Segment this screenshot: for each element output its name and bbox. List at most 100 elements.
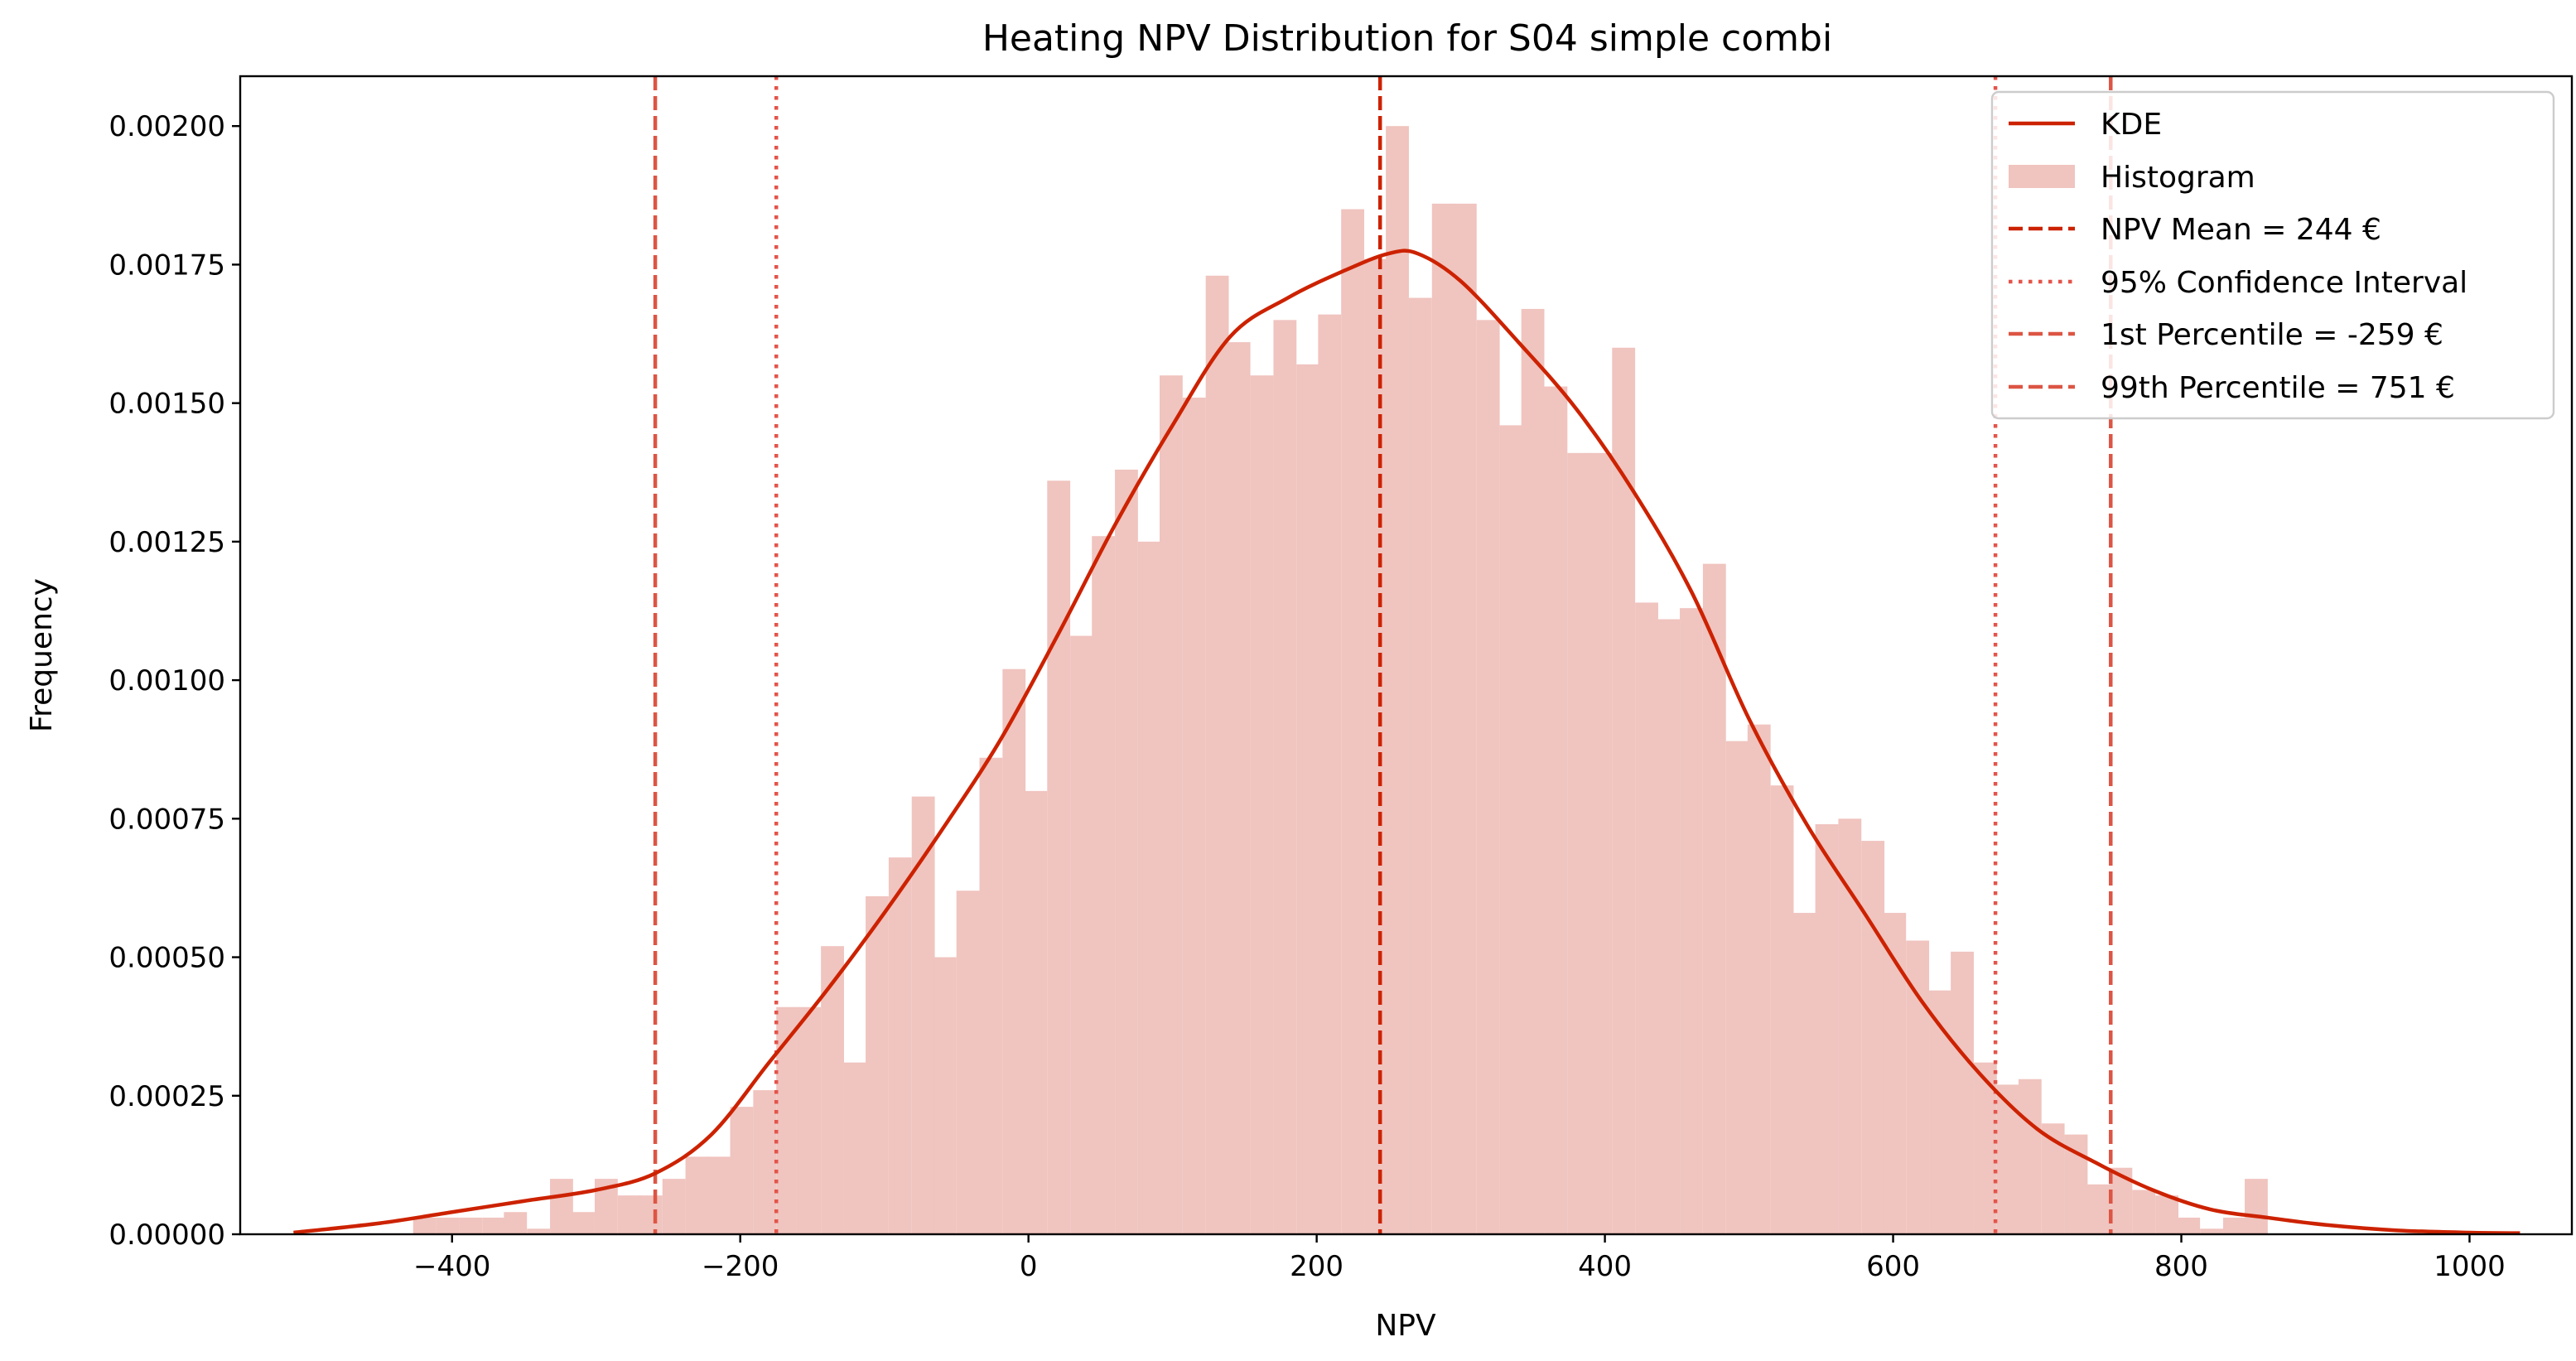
histogram-bar xyxy=(2155,1195,2179,1234)
histogram-bar xyxy=(662,1179,686,1234)
histogram-bar xyxy=(1793,913,1817,1234)
y-tick-label: 0.00075 xyxy=(109,803,225,836)
histogram-bar xyxy=(1612,347,1636,1234)
histogram-bar xyxy=(821,946,844,1234)
histogram-bar xyxy=(1250,375,1274,1235)
histogram-bar xyxy=(2177,1217,2201,1234)
histogram-bar xyxy=(1273,320,1297,1234)
histogram-bar xyxy=(956,890,980,1234)
histogram-bar xyxy=(1318,314,1342,1234)
histogram-bar xyxy=(1544,386,1568,1235)
x-tick-label: −400 xyxy=(413,1250,490,1283)
x-tick-label: 400 xyxy=(1578,1250,1632,1283)
histogram-bar xyxy=(1725,741,1749,1234)
x-tick-label: 600 xyxy=(1866,1250,1920,1283)
histogram-bar xyxy=(1951,951,1974,1234)
histogram-bar xyxy=(1657,619,1681,1234)
histogram-bar xyxy=(1883,913,1907,1234)
histogram-bar xyxy=(1296,364,1320,1235)
chart-title: Heating NPV Distribution for S04 simple … xyxy=(982,17,1832,60)
histogram-bar xyxy=(2018,1079,2042,1234)
histogram-bar xyxy=(2245,1179,2268,1234)
histogram-bar xyxy=(550,1179,573,1234)
histogram-bar xyxy=(504,1212,528,1234)
histogram-bar xyxy=(412,1217,437,1234)
legend: KDE Histogram NPV Mean = 244 € 95% Confi… xyxy=(1990,90,2555,420)
histogram-bar xyxy=(2086,1184,2110,1234)
histogram-bar xyxy=(1024,790,1048,1234)
kde-curve-layer xyxy=(293,249,2521,1235)
x-tick-label: 800 xyxy=(2154,1250,2208,1283)
histogram-bar xyxy=(798,1006,822,1234)
x-tick-label: 1000 xyxy=(2434,1250,2506,1283)
histogram-bar xyxy=(888,857,912,1234)
histogram-bar xyxy=(707,1156,731,1234)
y-tick-label: 0.00200 xyxy=(109,110,225,143)
histogram-bar xyxy=(1137,541,1161,1234)
histogram-bar xyxy=(1431,203,1455,1235)
histogram-bar xyxy=(1861,841,1885,1234)
x-tick-label: −200 xyxy=(702,1250,779,1283)
histogram-bar xyxy=(1996,1084,2020,1234)
histogram-bar xyxy=(1205,275,1229,1234)
y-tick-label: 0.00050 xyxy=(109,942,225,975)
y-tick-label: 0.00150 xyxy=(109,388,225,421)
histogram-bar xyxy=(2041,1123,2065,1234)
y-tick-label: 0.00100 xyxy=(109,664,225,697)
kde-curve xyxy=(293,249,2521,1235)
histogram-bar xyxy=(866,895,889,1234)
histogram-bar xyxy=(1364,258,1387,1234)
histogram-bar xyxy=(1227,342,1251,1234)
y-axis-ticks: 0.00000 0.00025 0.00050 0.00075 0.00100 0.001… xyxy=(109,110,240,1252)
histogram-bar xyxy=(730,1107,754,1234)
histogram-bar xyxy=(1047,480,1071,1234)
histogram-bar xyxy=(1973,1062,1997,1234)
histogram-bar xyxy=(1906,940,1930,1234)
x-axis-ticks: −400 −200 0 200 400 600 800 1000 xyxy=(413,1234,2506,1283)
legend-p99-label: 99th Percentile = 751 € xyxy=(2101,371,2455,405)
histogram-bar xyxy=(1092,536,1116,1234)
histogram-bar xyxy=(1070,635,1093,1234)
legend-histogram-label: Histogram xyxy=(2101,161,2255,195)
histogram-bars xyxy=(412,126,2268,1235)
legend-histogram-swatch xyxy=(2009,165,2075,188)
histogram-bar xyxy=(1453,203,1477,1235)
histogram-bar xyxy=(933,957,957,1234)
legend-box xyxy=(1990,90,2555,420)
histogram-bar xyxy=(2132,1190,2156,1234)
legend-kde-label: KDE xyxy=(2101,108,2162,142)
legend-mean-label: NPV Mean = 244 € xyxy=(2101,213,2381,247)
y-tick-label: 0.00025 xyxy=(109,1080,225,1113)
histogram-bar xyxy=(843,1062,867,1234)
histogram-bar xyxy=(617,1195,641,1234)
histogram-bar xyxy=(482,1217,506,1234)
histogram-bar xyxy=(1635,602,1658,1234)
legend-p1-label: 1st Percentile = -259 € xyxy=(2101,318,2443,352)
y-tick-label: 0.00000 xyxy=(109,1219,225,1252)
histogram-bar xyxy=(1386,126,1409,1235)
histogram-bar xyxy=(572,1212,595,1234)
x-axis-label: NPV xyxy=(1375,1309,1436,1343)
histogram-bar xyxy=(911,796,935,1234)
histogram-bar xyxy=(1521,308,1545,1235)
histogram-bar xyxy=(1747,724,1771,1234)
histogram-bar xyxy=(1499,425,1523,1234)
histogram-bar xyxy=(1567,452,1591,1234)
histogram-bar xyxy=(1815,824,1839,1234)
histogram-bar xyxy=(1476,320,1500,1234)
histogram-bar xyxy=(639,1195,663,1234)
histogram-bar xyxy=(1929,990,1952,1234)
histogram-bar xyxy=(459,1217,483,1234)
x-tick-label: 0 xyxy=(1020,1250,1038,1283)
histogram-bar xyxy=(776,1006,800,1234)
histogram-bar xyxy=(1115,469,1138,1234)
histogram-bar xyxy=(2200,1228,2223,1234)
y-tick-label: 0.00125 xyxy=(109,526,225,559)
histogram-bar xyxy=(1408,297,1432,1234)
histogram-bar xyxy=(1589,452,1613,1234)
histogram-bar xyxy=(1159,375,1183,1235)
histogram-bar xyxy=(753,1090,777,1234)
histogram-bar xyxy=(1002,668,1026,1234)
histogram-bar xyxy=(436,1217,460,1234)
